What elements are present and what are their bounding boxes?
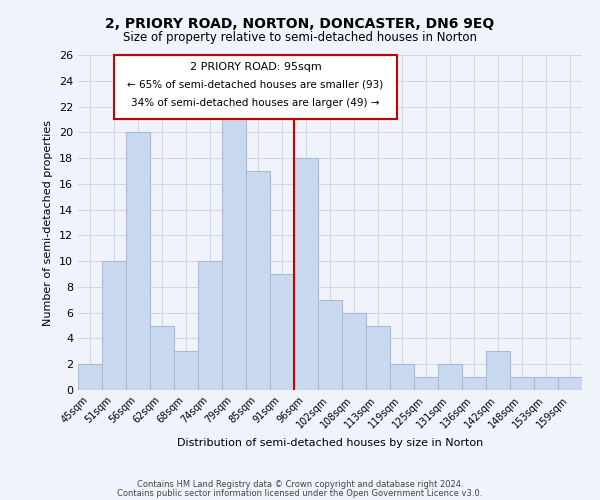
Bar bbox=[294, 158, 318, 390]
Bar bbox=[150, 326, 174, 390]
Bar bbox=[246, 171, 270, 390]
Bar bbox=[366, 326, 390, 390]
Bar bbox=[222, 120, 246, 390]
Text: 2, PRIORY ROAD, NORTON, DONCASTER, DN6 9EQ: 2, PRIORY ROAD, NORTON, DONCASTER, DN6 9… bbox=[106, 18, 494, 32]
Text: 34% of semi-detached houses are larger (49) →: 34% of semi-detached houses are larger (… bbox=[131, 98, 380, 108]
Bar bbox=[270, 274, 294, 390]
Bar bbox=[558, 377, 582, 390]
Bar bbox=[198, 261, 222, 390]
Bar bbox=[78, 364, 102, 390]
Text: Size of property relative to semi-detached houses in Norton: Size of property relative to semi-detach… bbox=[123, 31, 477, 44]
Bar bbox=[318, 300, 342, 390]
Bar bbox=[102, 261, 126, 390]
Bar bbox=[342, 312, 366, 390]
Text: Contains HM Land Registry data © Crown copyright and database right 2024.: Contains HM Land Registry data © Crown c… bbox=[137, 480, 463, 489]
Text: 2 PRIORY ROAD: 95sqm: 2 PRIORY ROAD: 95sqm bbox=[190, 62, 322, 72]
Bar bbox=[534, 377, 558, 390]
Text: Contains public sector information licensed under the Open Government Licence v3: Contains public sector information licen… bbox=[118, 488, 482, 498]
Bar bbox=[486, 352, 510, 390]
Bar bbox=[126, 132, 150, 390]
Bar bbox=[390, 364, 414, 390]
Bar bbox=[462, 377, 486, 390]
X-axis label: Distribution of semi-detached houses by size in Norton: Distribution of semi-detached houses by … bbox=[177, 438, 483, 448]
Y-axis label: Number of semi-detached properties: Number of semi-detached properties bbox=[43, 120, 53, 326]
FancyBboxPatch shape bbox=[114, 55, 397, 120]
Text: ← 65% of semi-detached houses are smaller (93): ← 65% of semi-detached houses are smalle… bbox=[127, 80, 384, 90]
Bar bbox=[414, 377, 438, 390]
Bar bbox=[438, 364, 462, 390]
Bar bbox=[174, 352, 198, 390]
Bar bbox=[510, 377, 534, 390]
